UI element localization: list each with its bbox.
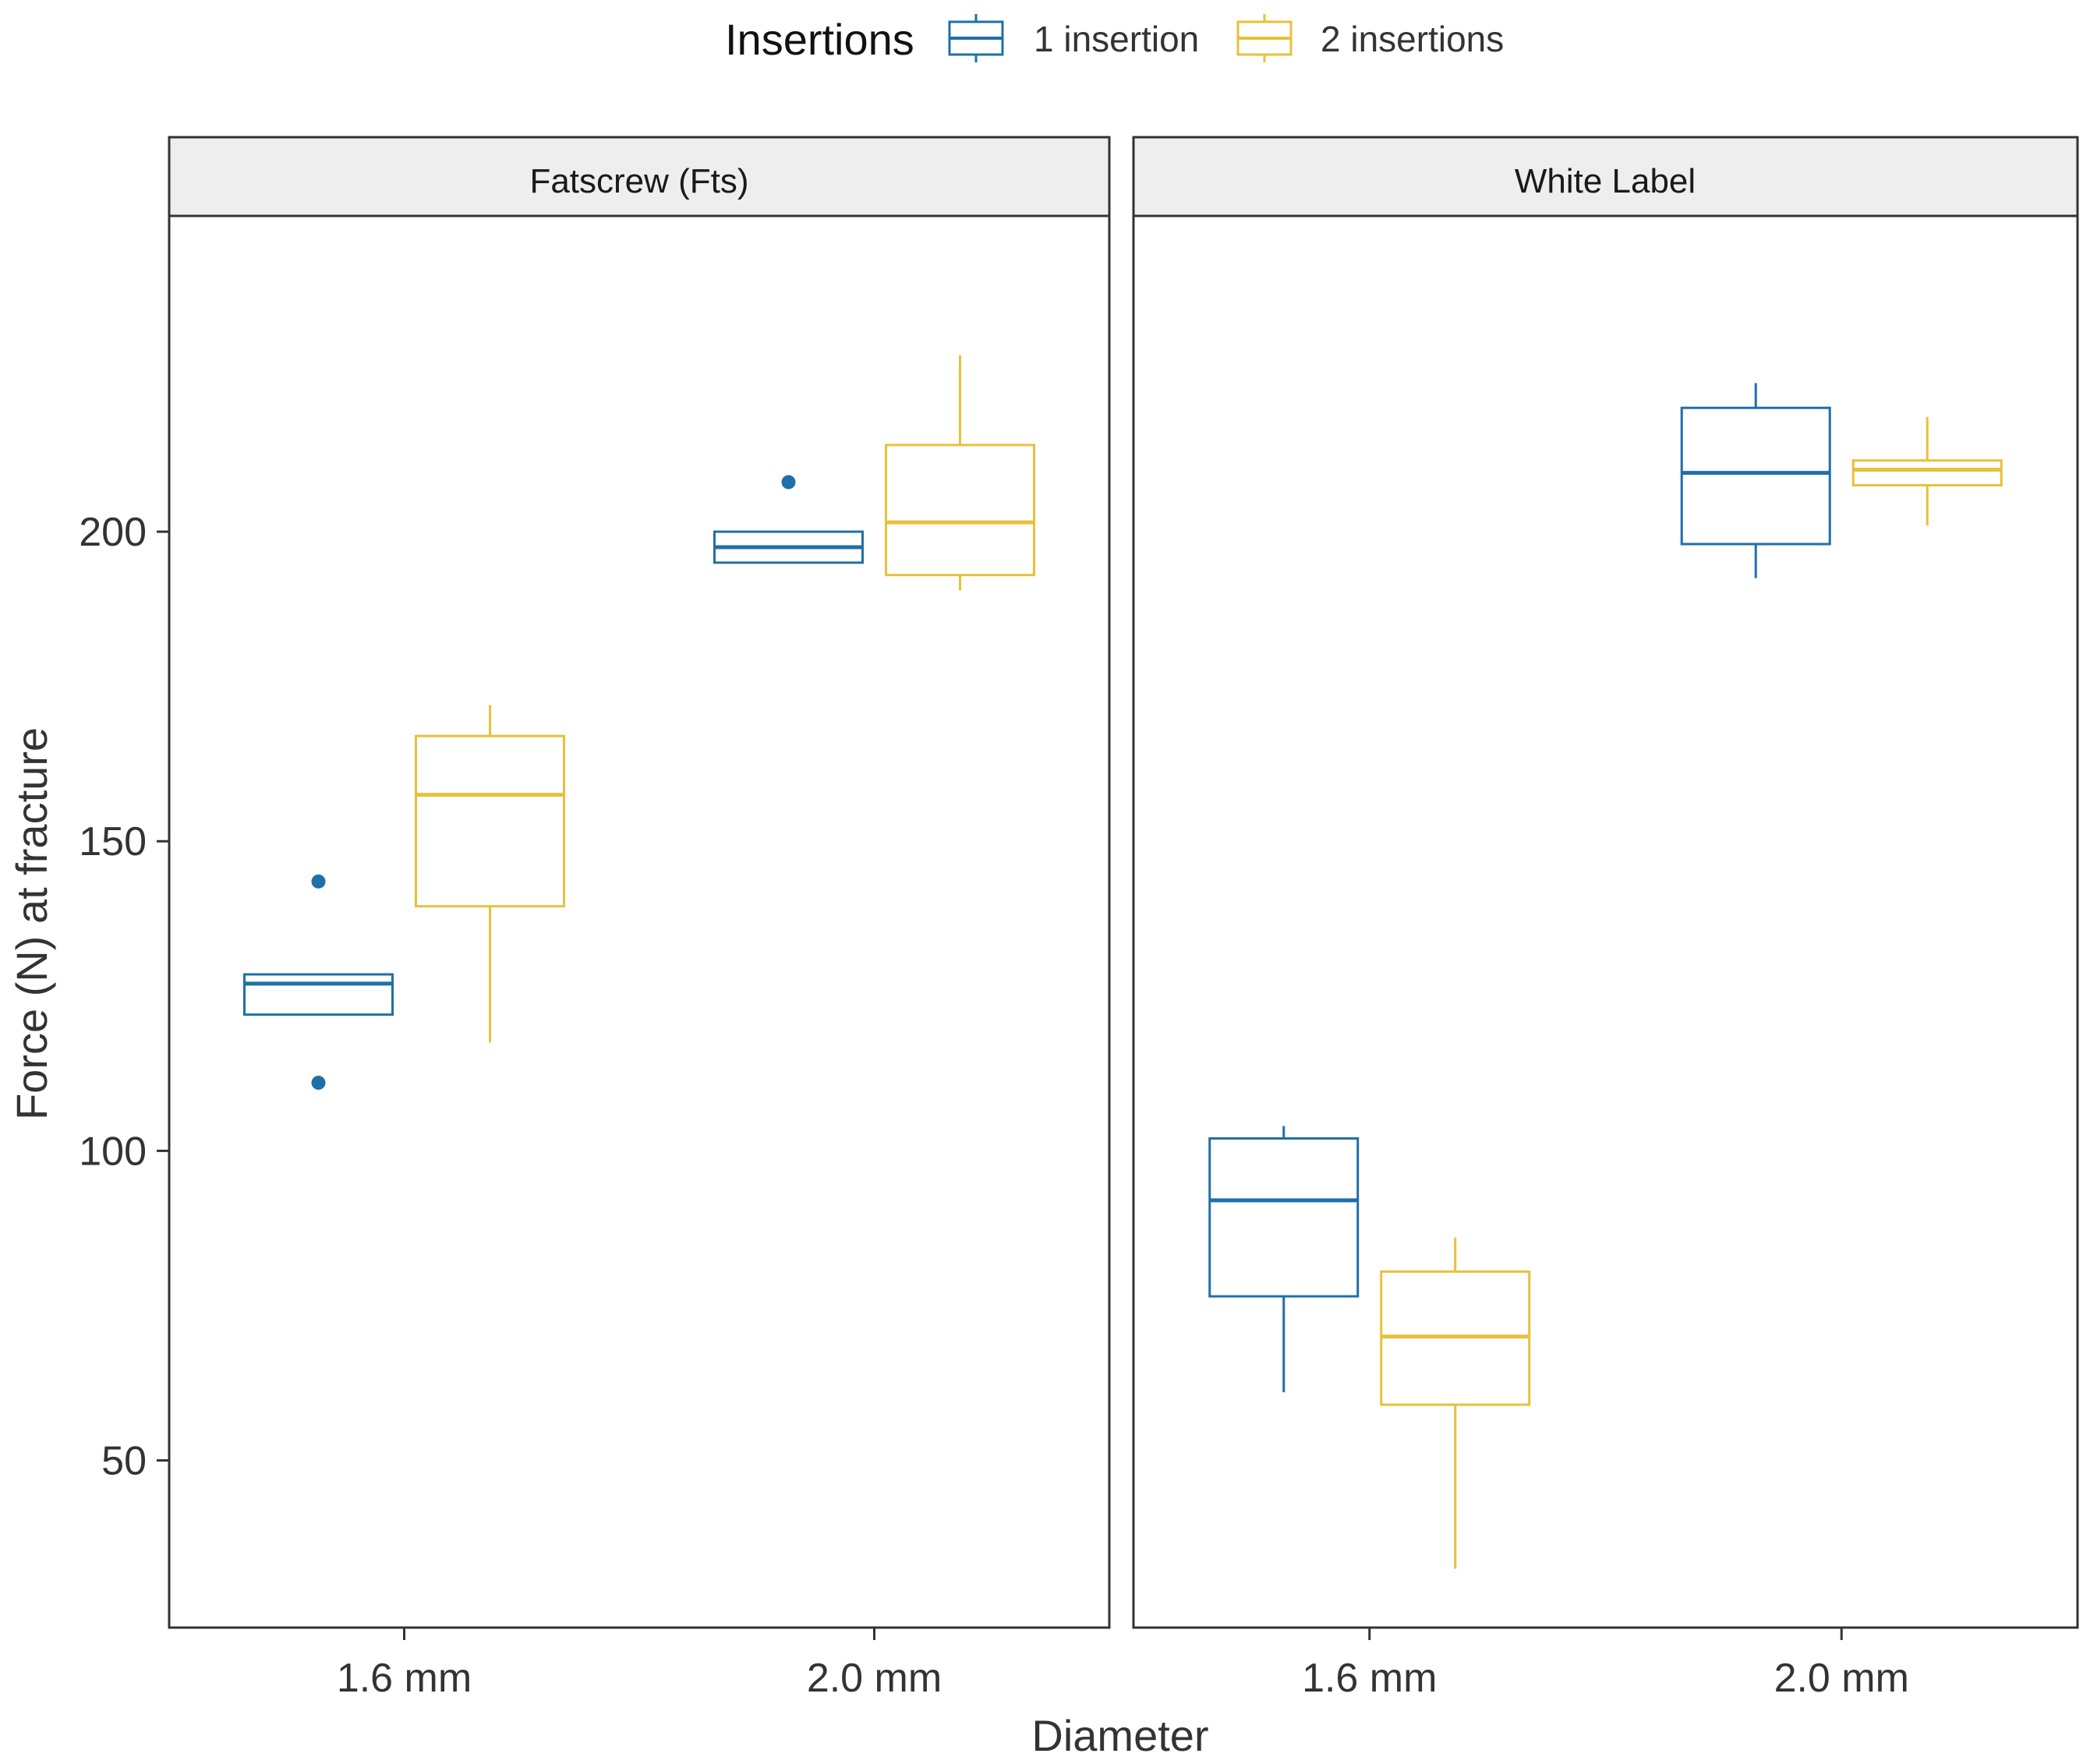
marks-white-label	[1208, 383, 2003, 1569]
box-2-insertions-1.6-mm	[415, 705, 565, 1043]
y-tick-label: 200	[79, 510, 147, 555]
y-tick-label: 150	[79, 819, 147, 864]
box-iqr	[1208, 1137, 1360, 1298]
legend: Insertions 1 insertion 2 insertions	[725, 14, 1504, 64]
x-tick-label: 1.6 mm	[337, 1656, 472, 1701]
y-tick-label: 100	[79, 1129, 147, 1174]
y-axis-title: Force (N) at fracture	[7, 727, 56, 1120]
panel-strip-fatscrew	[168, 136, 1111, 217]
x-tick-label: 2.0 mm	[807, 1656, 942, 1701]
box-1-insertion-2.0-mm	[1680, 383, 1831, 578]
legend-key-1-insertion	[948, 14, 1004, 62]
legend-key-2-insertions	[1236, 14, 1293, 62]
outlier-point	[311, 1076, 326, 1091]
y-axis: 50 100 150 200	[79, 510, 169, 1484]
strip-label-white-label: White Label	[1515, 162, 1696, 200]
x-axis-title: Diameter	[1031, 1711, 1208, 1760]
outlier-point	[311, 874, 326, 889]
box-iqr	[243, 973, 394, 1016]
marks-fatscrew	[243, 355, 1035, 1091]
legend-label-2-insertions: 2 insertions	[1321, 19, 1504, 59]
y-tick-label: 50	[101, 1439, 147, 1484]
box-1-insertion-1.6-mm	[1208, 1126, 1360, 1393]
legend-title: Insertions	[725, 15, 914, 64]
x-tick-label: 2.0 mm	[1774, 1656, 1909, 1701]
box-iqr	[1680, 406, 1831, 546]
box-1-insertion-2.0-mm	[713, 475, 864, 564]
panel-fatscrew: Fatscrew (Fts) 1.6 mm 2.0 mm	[168, 136, 1111, 1701]
x-tick-label: 1.6 mm	[1302, 1656, 1437, 1701]
box-1-insertion-1.6-mm	[243, 874, 394, 1091]
strip-label-fatscrew: Fatscrew (Fts)	[529, 162, 748, 200]
box-2-insertions-2.0-mm	[1851, 417, 2003, 526]
box-2-insertions-1.6-mm	[1380, 1237, 1531, 1569]
panel-white-label: White Label 1.6 mm 2.0 mm	[1132, 136, 2079, 1701]
panel-strip-white-label	[1132, 136, 2079, 217]
box-2-insertions-2.0-mm	[885, 355, 1035, 591]
box-iqr	[1851, 459, 2003, 487]
box-iqr	[885, 444, 1035, 577]
legend-label-1-insertion: 1 insertion	[1034, 19, 1199, 59]
x-ticks-fatscrew: 1.6 mm 2.0 mm	[337, 1628, 942, 1701]
box-iqr	[415, 734, 565, 908]
x-ticks-white-label: 1.6 mm 2.0 mm	[1302, 1628, 1909, 1701]
panel-frame-white-label	[1132, 214, 2079, 1629]
outlier-point	[781, 475, 796, 490]
panel-frame-fatscrew	[168, 214, 1111, 1629]
